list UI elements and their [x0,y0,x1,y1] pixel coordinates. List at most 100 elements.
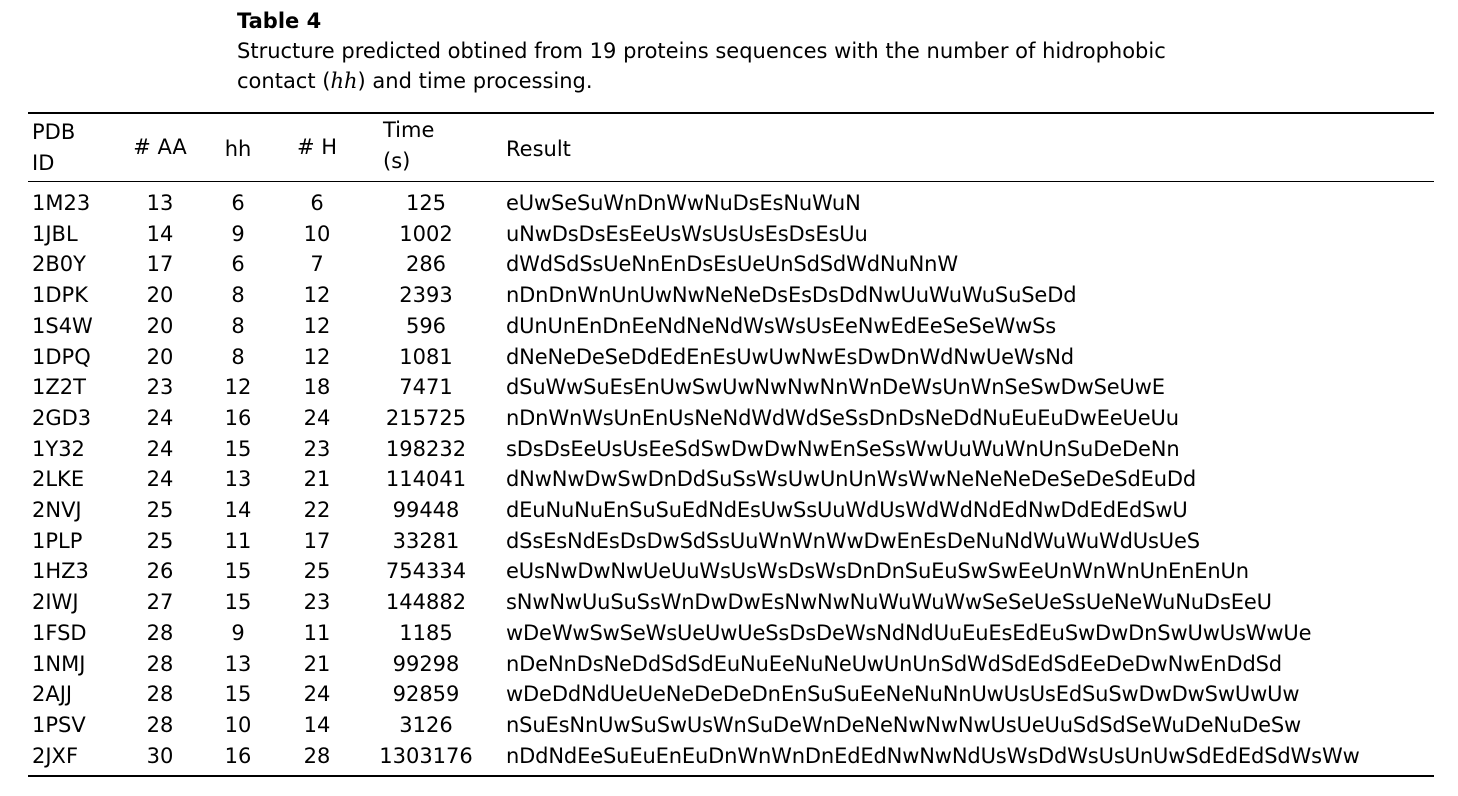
table-row: 2LKE 24 13 21 114041 dNwNwDwSwDnDdSuSsWsUwUnU… [0,464,1458,495]
table-caption: Table 4 Structure predicted obtined from… [237,6,1237,96]
cell-time: 1081 [399,344,453,369]
cell-pdb-id: 2LKE [32,467,85,492]
table-row: 1DPK 20 8 12 2393 nDnDnWnUnUwNwNeNeDsEsDsDdNw… [0,280,1458,311]
cell-result: wDeDdNdUeUeNeDeDeDnEnSuSuEeNeNuNnUwUsUsE… [506,682,1300,707]
cell-hh: 9 [231,620,245,645]
cell-aa: 26 [146,559,174,584]
cell-h: 21 [303,651,331,676]
cell-result: uNwDsDsEsEeUsWsUsUsEsDsEsUu [506,221,868,246]
header-hh: hh [224,137,252,161]
table-row: 2B0Y 17 6 7 286 dWdSdSsUeNnEnDsEsUeUnSdSdWdNu… [0,249,1458,280]
cell-result: sDsDsEeUsUsEeSdSwDwDwNwEnSeSsWwUuWuWnUnS… [506,436,1180,461]
cell-hh: 15 [224,436,252,461]
cell-pdb-id: 1PSV [32,712,86,737]
header-result: Result [506,137,571,161]
header-time-line2: (s) [383,149,411,173]
caption-text-end: ) and time processing. [357,69,593,93]
cell-hh: 8 [231,313,245,338]
cell-h: 23 [303,590,331,615]
table-row: 1JBL 14 9 10 1002 uNwDsDsEsEeUsWsUsUsEsDsEsUu [0,219,1458,250]
cell-time: 286 [405,252,447,277]
cell-aa: 28 [146,682,174,707]
cell-aa: 14 [146,221,174,246]
cell-time: 215725 [385,405,467,430]
header-pdb-line1: PDB [32,120,76,144]
cell-result: nDnDnWnUnUwNwNeNeDsEsDsDdNwUuWuWuSuSeDd [506,283,1077,308]
cell-hh: 14 [224,498,252,522]
cell-aa: 28 [146,651,174,676]
cell-h: 21 [303,467,331,492]
cell-hh: 16 [224,405,252,430]
cell-pdb-id: 1DPK [32,283,88,308]
cell-aa: 24 [146,467,174,492]
cell-hh: 13 [224,651,252,676]
table-label: Table 4 [237,9,322,33]
cell-aa: 23 [146,375,174,400]
cell-time: 198232 [385,436,467,461]
cell-h: 23 [303,436,331,461]
cell-aa: 24 [146,405,174,430]
cell-time: 596 [405,313,447,338]
cell-result: dWdSdSsUeNnEnDsEsUeUnSdSdWdNuNnW [506,252,958,277]
cell-h: 17 [303,528,331,553]
header-time: Time (s) [383,115,434,177]
cell-result: dNwNwDwSwDnDdSuSsWsUwUnUnWsWwNeNeNeDeSeD… [506,467,1197,492]
cell-hh: 10 [224,712,252,737]
cell-time: 33281 [392,528,460,553]
cell-pdb-id: 2AJJ [32,682,73,707]
cell-result: eUsNwDwNwUeUuWsUsWsDsWsDnDnSuEuSwSwEeUnW… [506,559,1249,584]
cell-hh: 15 [224,590,252,615]
cell-hh: 15 [224,682,252,707]
cell-pdb-id: 1HZ3 [32,559,89,584]
caption-text-start: Structure predicted obtined from 19 prot… [237,39,1166,93]
cell-hh: 16 [224,743,252,768]
table-row: 1PSV 28 10 14 3126 nSuEsNnUwSuSwUsWnSuDeWnDeN… [0,710,1458,741]
cell-h: 7 [310,252,324,277]
cell-hh: 8 [231,283,245,308]
header-pdb-id: PDB ID [32,117,75,179]
header-time-line1: Time [383,118,435,142]
cell-result: dEuNuNuEnSuSuEdNdEsUwSsUuWdUsWdWdNdEdNwD… [506,498,1188,522]
table-top-rule [28,112,1434,114]
cell-result: dSuWwSuEsEnUwSwUwNwNwNnWnDeWsUnWnSeSwDwS… [506,375,1165,400]
cell-result: nSuEsNnUwSuSwUsWnSuDeWnDeNeNwNwNwUsUeUuS… [506,712,1302,737]
table-row: 1DPQ 20 8 12 1081 dNeNeDeSeDdEdEnEsUwUwNwEsDw… [0,342,1458,373]
cell-hh: 11 [224,528,252,553]
table-row: 1Z2T 23 12 18 7471 dSuWwSuEsEnUwSwUwNwNwNnWnD… [0,372,1458,403]
caption-italic-term: hh [330,69,358,93]
table-row: 1FSD 28 9 11 1185 wDeWwSwSeWsUeUwUeSsDsDeWsNd… [0,618,1458,649]
cell-h: 12 [303,344,331,369]
cell-h: 18 [303,375,331,400]
cell-h: 25 [303,559,331,584]
cell-pdb-id: 2GD3 [32,405,92,430]
cell-h: 11 [303,620,331,645]
cell-aa: 13 [146,191,174,215]
cell-aa: 20 [146,344,174,369]
table-bottom-rule [28,775,1434,777]
cell-pdb-id: 1M23 [32,191,91,215]
cell-result: wDeWwSwSeWsUeUwUeSsDsDeWsNdNdUuEuEsEdEuS… [506,620,1312,645]
cell-time: 1185 [399,620,453,645]
cell-pdb-id: 1Y32 [32,436,85,461]
table-row: 2GD3 24 16 24 215725 nDnWnWsUnEnUsNeNdWdWdSeS… [0,403,1458,434]
cell-pdb-id: 1Z2T [32,375,86,400]
table-row: 2IWJ 27 15 23 144882 sNwNwUuSuSsWnDwDwEsNwNwN… [0,587,1458,618]
table-row: 2NVJ 25 14 22 99448 dEuNuNuEnSuSuEdNdEsUwSsUu… [0,495,1458,526]
cell-time: 754334 [385,559,467,584]
cell-aa: 20 [146,283,174,308]
cell-result: eUwSeSuWnDnWwNuDsEsNuWuN [506,191,861,215]
table-row: 1M23 13 6 6 125 eUwSeSuWnDnWwNuDsEsNuWuN [0,188,1458,219]
cell-aa: 27 [146,590,174,615]
cell-aa: 28 [146,712,174,737]
cell-h: 22 [303,498,331,522]
cell-time: 1303176 [379,743,473,768]
cell-pdb-id: 1DPQ [32,344,91,369]
cell-pdb-id: 2B0Y [32,252,86,277]
cell-hh: 15 [224,559,252,584]
cell-result: nDnWnWsUnEnUsNeNdWdWdSeSsDnDsNeDdNuEuEuD… [506,405,1179,430]
cell-h: 24 [303,682,331,707]
cell-time: 3126 [399,712,453,737]
cell-result: dNeNeDeSeDdEdEnEsUwUwNwEsDwDnWdNwUeWsNd [506,344,1074,369]
cell-time: 7471 [399,375,453,400]
header-aa: # AA [133,135,187,159]
